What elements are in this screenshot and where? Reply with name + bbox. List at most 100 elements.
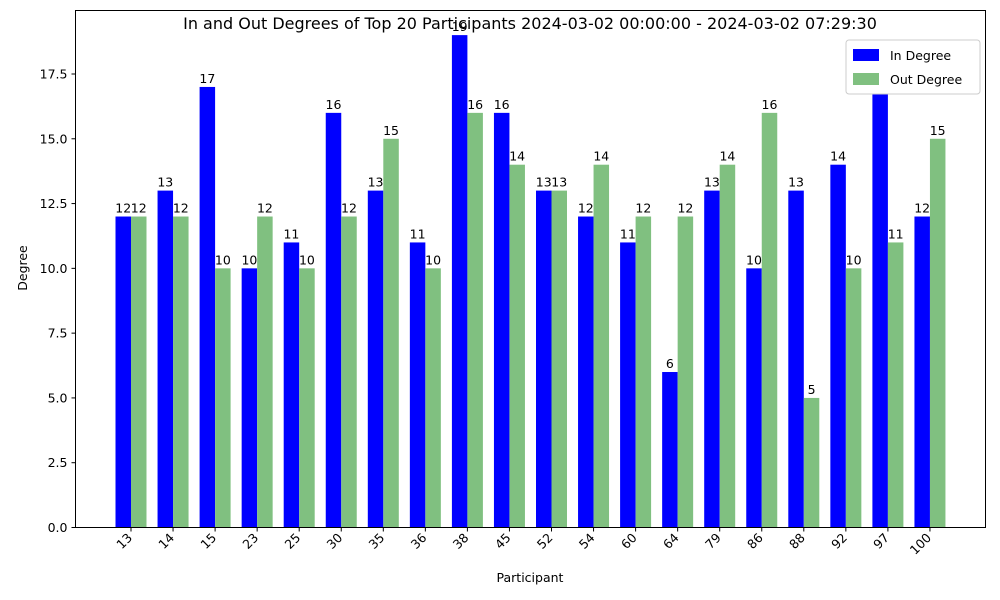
x-tick-label: 60 [618, 530, 640, 552]
bar-in-degree-14 [157, 190, 174, 528]
bar-out-degree-14 [173, 216, 189, 528]
y-tick-label: 2.5 [48, 455, 68, 470]
x-tick-label: 88 [786, 530, 808, 552]
x-tick-label: 13 [113, 530, 135, 552]
chart-title: In and Out Degrees of Top 20 Participant… [183, 14, 877, 33]
y-tick-label: 5.0 [48, 390, 68, 405]
data-label-in-degree-86: 10 [746, 252, 762, 267]
y-axis: 0.0 2.5 5.0 7.5 10.0 12.5 15.0 17.5 [40, 66, 76, 535]
data-label-out-degree-79: 14 [719, 149, 735, 164]
data-label-out-degree-13: 12 [131, 201, 147, 216]
data-label-out-degree-25: 10 [299, 252, 315, 267]
data-label-in-degree-35: 13 [368, 175, 384, 190]
x-tick-label: 97 [870, 530, 892, 552]
data-label-in-degree-30: 16 [326, 97, 342, 112]
x-tick-label: 79 [702, 530, 724, 552]
bar-out-degree-13 [131, 216, 147, 528]
bar-out-degree-52 [551, 190, 567, 528]
bar-out-degree-92 [845, 268, 862, 528]
y-axis-label: Degree [15, 245, 30, 291]
data-label-in-degree-15: 17 [199, 71, 215, 86]
data-label-out-degree-97: 11 [888, 226, 904, 241]
y-tick-label: 17.5 [40, 66, 68, 81]
bar-out-degree-86 [761, 112, 778, 528]
data-label-out-degree-52: 13 [551, 175, 567, 190]
bar-out-degree-88 [803, 397, 820, 528]
bar-in-degree-54 [578, 216, 594, 528]
y-tick-label: 12.5 [40, 196, 68, 211]
data-label-in-degree-100: 12 [914, 201, 930, 216]
bar-out-degree-23 [257, 216, 273, 528]
x-tick-label: 23 [239, 530, 261, 552]
x-axis-label: Participant [497, 570, 564, 585]
y-tick-label: 0.0 [48, 520, 68, 535]
bar-in-degree-52 [536, 190, 552, 528]
x-tick-label: 36 [408, 530, 430, 552]
legend: In Degree Out Degree [845, 39, 981, 95]
data-labels-group: 1213171011161311191613121161310131417121… [115, 19, 945, 397]
x-tick-label: 35 [366, 530, 388, 552]
x-tick-label: 52 [534, 530, 556, 552]
bars-group [115, 35, 946, 528]
bar-out-degree-79 [719, 164, 736, 528]
data-label-in-degree-14: 13 [157, 175, 173, 190]
x-tick-label: 14 [155, 530, 177, 552]
bar-in-degree-88 [788, 190, 804, 528]
bar-out-degree-35 [383, 138, 399, 528]
data-label-out-degree-54: 14 [593, 149, 609, 164]
bar-in-degree-35 [367, 190, 384, 528]
bar-in-degree-97 [872, 86, 888, 528]
bar-in-degree-23 [241, 268, 258, 528]
bar-in-degree-15 [199, 86, 216, 528]
legend-swatch-out-degree [853, 73, 879, 85]
data-label-in-degree-13: 12 [115, 201, 131, 216]
bar-in-degree-25 [283, 242, 300, 528]
data-label-in-degree-45: 16 [494, 97, 510, 112]
x-tick-label: 54 [576, 530, 598, 552]
x-tick-label: 30 [324, 530, 346, 552]
data-label-out-degree-36: 10 [425, 252, 441, 267]
data-label-out-degree-92: 10 [846, 252, 862, 267]
bar-in-degree-86 [746, 268, 762, 528]
bar-out-degree-36 [425, 268, 441, 528]
legend-label-out-degree: Out Degree [890, 72, 962, 87]
data-label-in-degree-88: 13 [788, 175, 804, 190]
data-label-in-degree-64: 6 [666, 356, 674, 371]
bar-in-degree-30 [325, 112, 342, 528]
x-tick-label: 45 [492, 530, 514, 552]
bar-in-degree-38 [451, 35, 468, 528]
data-label-out-degree-64: 12 [677, 201, 693, 216]
plot-frame [75, 10, 986, 528]
x-tick-label: 38 [450, 530, 472, 552]
bar-out-degree-97 [887, 242, 904, 528]
x-tick-label: 64 [660, 530, 682, 552]
data-label-in-degree-38: 19 [452, 19, 468, 34]
data-label-in-degree-54: 12 [578, 201, 594, 216]
bar-in-degree-64 [662, 372, 678, 528]
bar-in-degree-60 [620, 242, 636, 528]
bar-out-degree-64 [677, 216, 694, 528]
data-label-out-degree-23: 12 [257, 201, 273, 216]
bar-in-degree-92 [830, 164, 846, 528]
legend-swatch-in-degree [853, 49, 879, 61]
x-tick-label: 92 [828, 530, 850, 552]
y-tick-label: 15.0 [40, 131, 68, 146]
bar-out-degree-45 [509, 164, 525, 528]
bar-out-degree-30 [341, 216, 357, 528]
data-label-out-degree-35: 15 [383, 123, 399, 138]
data-label-out-degree-15: 10 [215, 252, 231, 267]
data-label-in-degree-60: 11 [620, 226, 636, 241]
y-tick-label: 7.5 [48, 326, 68, 341]
bar-out-degree-60 [635, 216, 652, 528]
y-tick-label: 10.0 [40, 261, 68, 276]
bar-in-degree-13 [115, 216, 131, 528]
bar-in-degree-79 [704, 190, 720, 528]
data-label-out-degree-14: 12 [173, 201, 189, 216]
legend-frame [845, 39, 981, 95]
x-tick-label: 100 [907, 530, 935, 558]
data-label-in-degree-92: 14 [830, 149, 846, 164]
data-label-out-degree-88: 5 [808, 382, 816, 397]
data-label-in-degree-52: 13 [536, 175, 552, 190]
data-label-out-degree-100: 15 [930, 123, 946, 138]
